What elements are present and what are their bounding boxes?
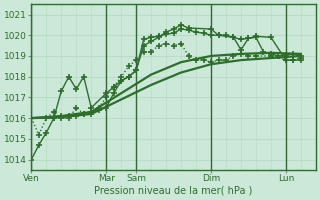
X-axis label: Pression niveau de la mer( hPa ): Pression niveau de la mer( hPa ) bbox=[94, 186, 253, 196]
